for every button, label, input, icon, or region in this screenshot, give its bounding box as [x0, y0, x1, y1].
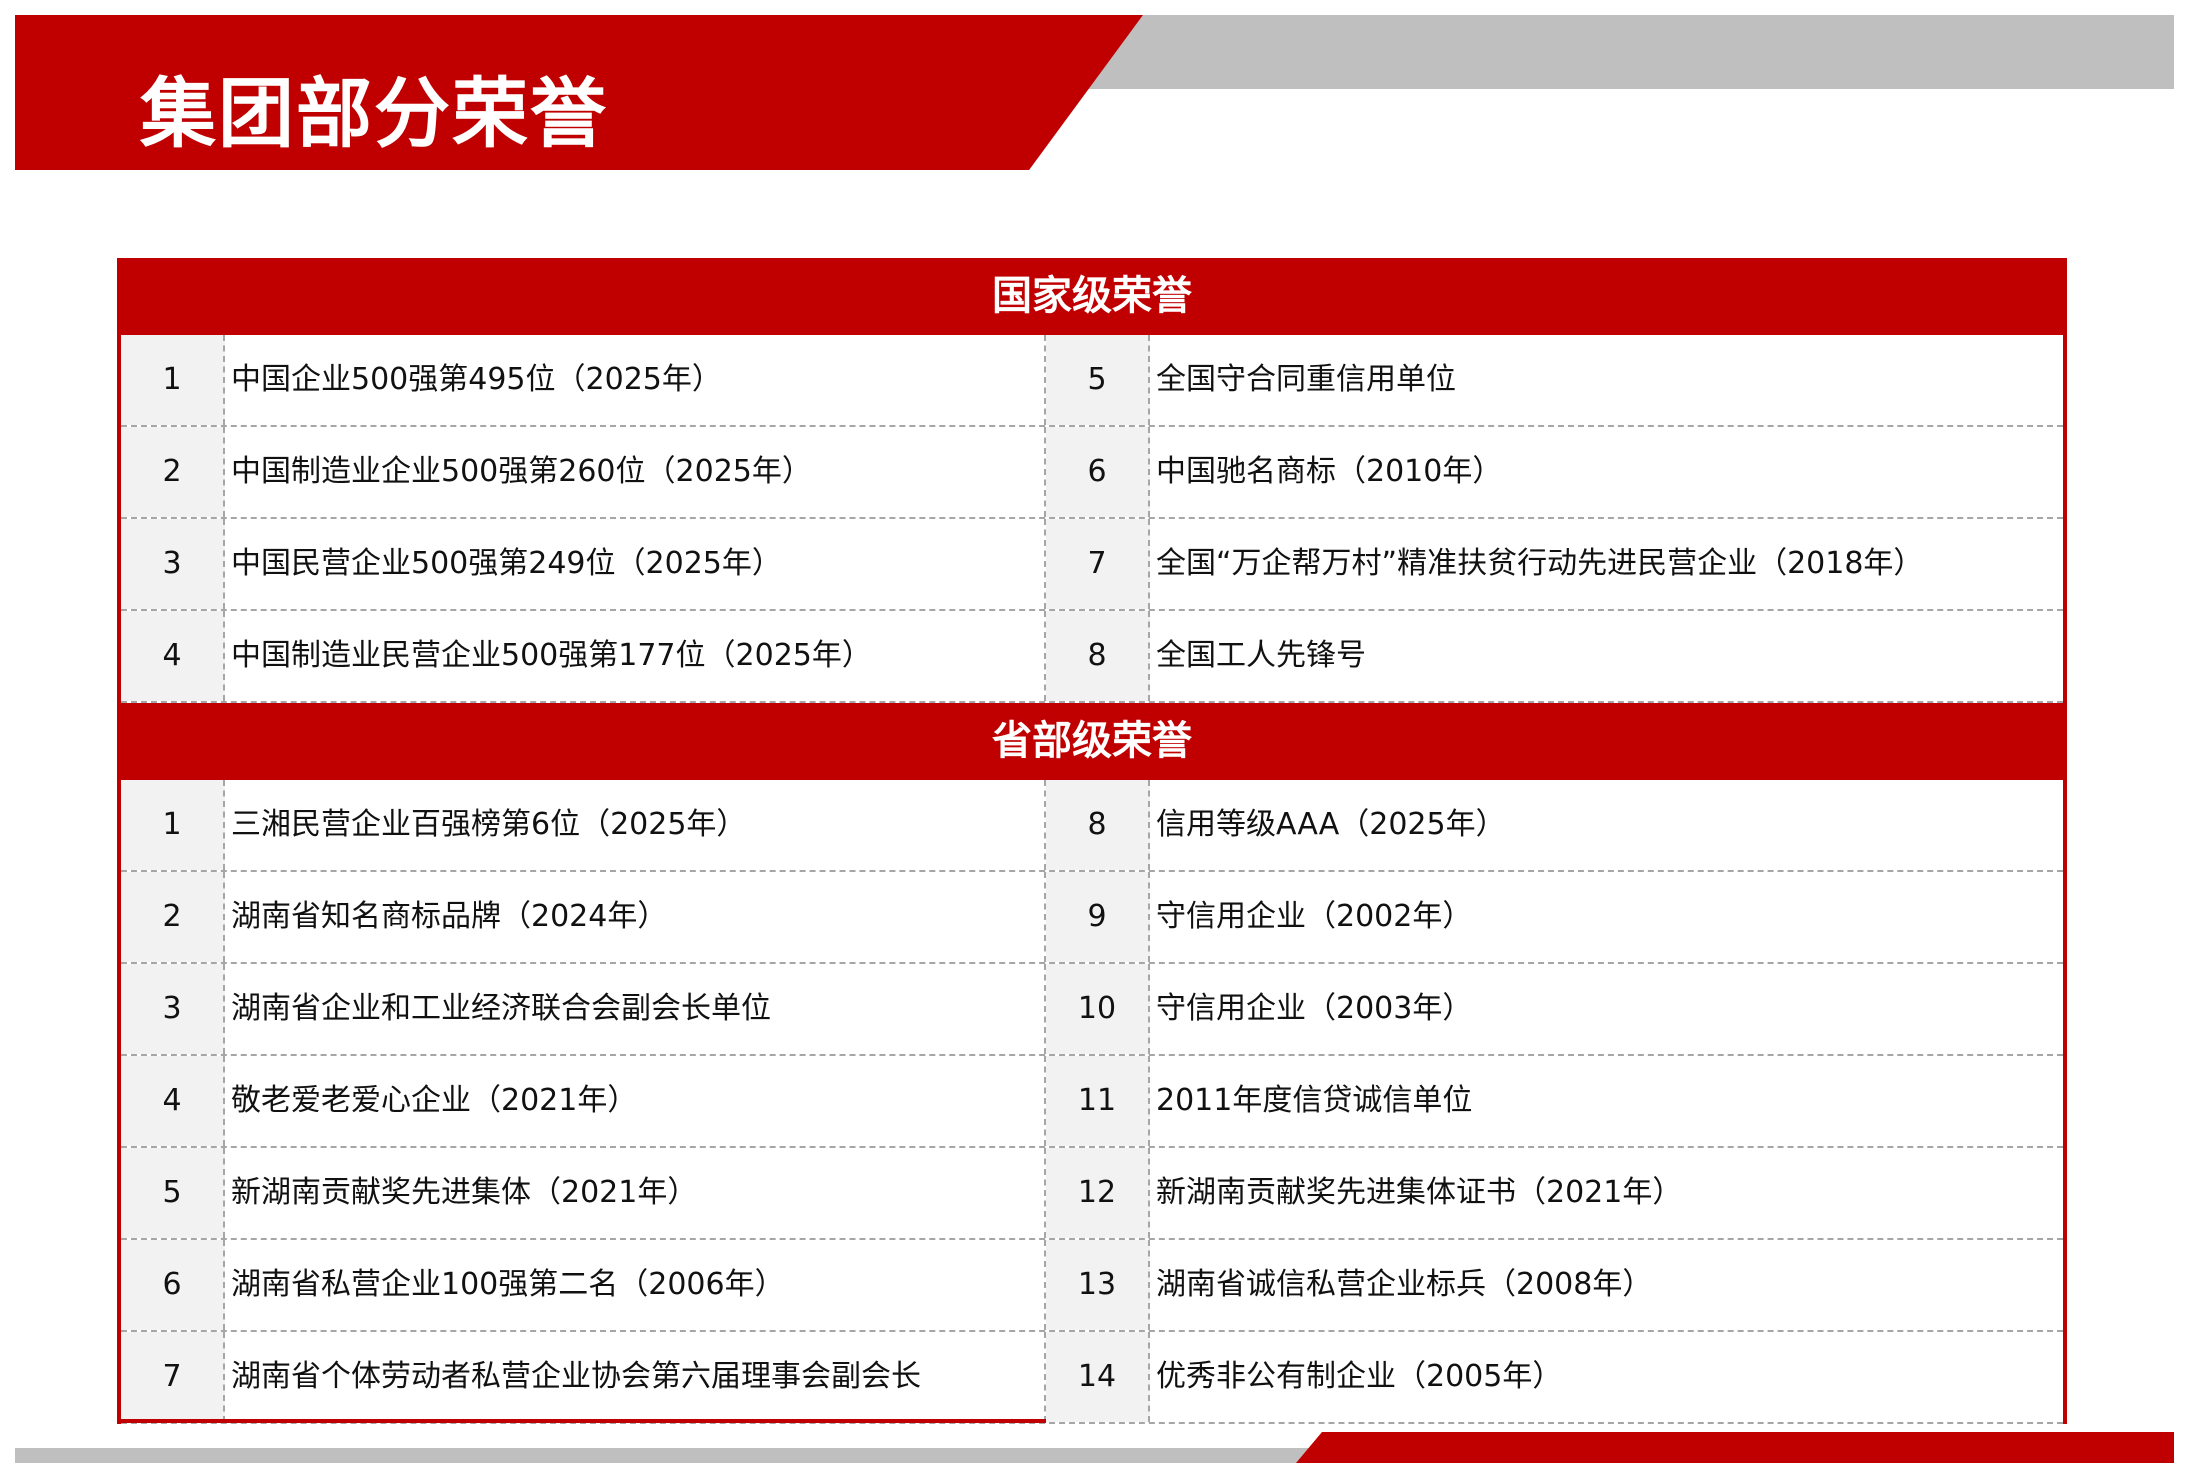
honor-title: 湖南省个体劳动者私营企业协会第六届理事会副会长: [225, 1332, 1046, 1422]
honor-number: 9: [1046, 872, 1150, 962]
page-title: 集团部分荣誉: [140, 69, 608, 158]
table-row: 6 湖南省私营企业100强第二名（2006年） 13 湖南省诚信私营企业标兵（2008…: [121, 1240, 2063, 1332]
honor-title: 全国工人先锋号: [1156, 638, 1366, 673]
honor-number: 8: [1046, 611, 1150, 701]
honor-number: 1: [121, 335, 225, 425]
honor-title: 湖南省诚信私营企业标兵（2008年）: [1156, 1267, 1653, 1302]
table-row: 7 湖南省个体劳动者私营企业协会第六届理事会副会长 14 优秀非公有制企业（2005年…: [121, 1332, 2063, 1424]
honor-title: 中国驰名商标（2010年）: [1156, 454, 1503, 489]
honor-title: 2011年度信贷诚信单位: [1156, 1083, 1473, 1118]
honor-title: 全国“万企帮万村”精准扶贫行动先进民营企业（2018年）: [1156, 546, 1924, 581]
section-heading: 国家级荣誉: [121, 258, 2063, 335]
honor-title: 守信用企业（2003年）: [1156, 991, 1473, 1026]
honor-title: 中国民营企业500强第249位（2025年）: [225, 519, 1046, 609]
honor-number: 2: [121, 872, 225, 962]
table-row: 2 中国制造业企业500强第260位（2025年） 6 中国驰名商标（2010年）: [121, 427, 2063, 519]
honor-title: 三湘民营企业百强榜第6位（2025年）: [225, 780, 1046, 870]
table-row: 4 敬老爱老爱心企业（2021年） 11 2011年度信贷诚信单位: [121, 1056, 2063, 1148]
honor-number: 3: [121, 519, 225, 609]
footer-gray-band: [15, 1448, 1335, 1463]
honor-number: 2: [121, 427, 225, 517]
honor-number: 12: [1046, 1148, 1150, 1238]
honor-number: 10: [1046, 964, 1150, 1054]
header-red-banner: [15, 15, 1143, 170]
honor-number: 4: [121, 1056, 225, 1146]
footer-red-band: [1296, 1432, 2174, 1463]
section-heading: 省部级荣誉: [121, 703, 2063, 780]
honor-title: 中国制造业民营企业500强第177位（2025年）: [225, 611, 1046, 701]
honor-title: 守信用企业（2002年）: [1156, 899, 1473, 934]
table-row: 3 中国民营企业500强第249位（2025年） 7 全国“万企帮万村”精准扶贫行动先…: [121, 519, 2063, 611]
honor-title: 中国企业500强第495位（2025年）: [225, 335, 1046, 425]
honor-title: 敬老爱老爱心企业（2021年）: [225, 1056, 1046, 1146]
table-row: 4 中国制造业民营企业500强第177位（2025年） 8 全国工人先锋号: [121, 611, 2063, 703]
honor-number: 14: [1046, 1332, 1150, 1422]
honor-title: 湖南省知名商标品牌（2024年）: [225, 872, 1046, 962]
table-row: 1 三湘民营企业百强榜第6位（2025年） 8 信用等级AAA（2025年）: [121, 780, 2063, 872]
honor-number: 7: [1046, 519, 1150, 609]
honor-title: 信用等级AAA（2025年）: [1156, 807, 1506, 842]
honor-number: 3: [121, 964, 225, 1054]
table-row: 5 新湖南贡献奖先进集体（2021年） 12 新湖南贡献奖先进集体证书（2021年）: [121, 1148, 2063, 1240]
table-row: 3 湖南省企业和工业经济联合会副会长单位 10 守信用企业（2003年）: [121, 964, 2063, 1056]
honor-number: 6: [121, 1240, 225, 1330]
honor-number: 5: [1046, 335, 1150, 425]
honor-number: 13: [1046, 1240, 1150, 1330]
honor-number: 5: [121, 1148, 225, 1238]
honor-title: 湖南省私营企业100强第二名（2006年）: [225, 1240, 1046, 1330]
honor-title: 优秀非公有制企业（2005年）: [1156, 1359, 1563, 1394]
honor-number: 11: [1046, 1056, 1150, 1146]
honor-title: 中国制造业企业500强第260位（2025年）: [225, 427, 1046, 517]
honor-title: 湖南省企业和工业经济联合会副会长单位: [225, 964, 1046, 1054]
honor-title: 全国守合同重信用单位: [1156, 362, 1456, 397]
table-bottom-border: [117, 1419, 1046, 1423]
honor-title: 新湖南贡献奖先进集体证书（2021年）: [1156, 1175, 1683, 1210]
honor-number: 4: [121, 611, 225, 701]
table-row: 2 湖南省知名商标品牌（2024年） 9 守信用企业（2002年）: [121, 872, 2063, 964]
honor-number: 6: [1046, 427, 1150, 517]
honors-table: 国家级荣誉 1 中国企业500强第495位（2025年） 5 全国守合同重信用单位 2 中国…: [117, 258, 2067, 1424]
honor-number: 7: [121, 1332, 225, 1422]
honor-number: 8: [1046, 780, 1150, 870]
table-row: 1 中国企业500强第495位（2025年） 5 全国守合同重信用单位: [121, 335, 2063, 427]
honor-title: 新湖南贡献奖先进集体（2021年）: [225, 1148, 1046, 1238]
header-gray-band: [1080, 15, 2174, 89]
honor-number: 1: [121, 780, 225, 870]
